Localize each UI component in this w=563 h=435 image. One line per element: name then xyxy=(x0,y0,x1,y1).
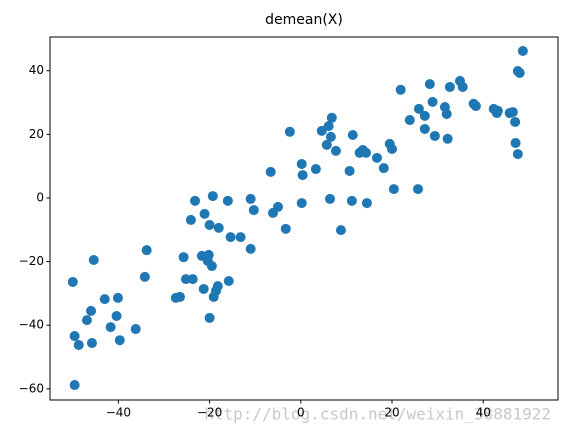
point xyxy=(86,305,97,316)
point xyxy=(444,81,455,92)
point xyxy=(265,166,276,177)
point xyxy=(427,96,438,107)
point xyxy=(273,201,284,212)
point xyxy=(424,79,435,90)
y-tick-label: 40 xyxy=(29,63,44,77)
point xyxy=(204,312,215,323)
point xyxy=(225,232,236,243)
point xyxy=(510,137,521,148)
point xyxy=(470,101,481,112)
y-tick-label: −40 xyxy=(19,318,44,332)
point xyxy=(245,193,256,204)
point xyxy=(512,149,523,160)
point xyxy=(206,261,217,272)
point xyxy=(204,220,215,231)
point xyxy=(325,131,336,142)
point xyxy=(419,110,430,121)
x-tick-label: −40 xyxy=(106,406,131,420)
point xyxy=(199,208,210,219)
point xyxy=(330,145,341,156)
point xyxy=(73,339,84,350)
point xyxy=(404,115,415,126)
point xyxy=(413,103,424,114)
point xyxy=(517,45,528,56)
point xyxy=(326,112,337,123)
point xyxy=(510,116,521,127)
y-tick-label: −60 xyxy=(19,381,44,395)
point xyxy=(187,274,198,285)
x-tick-label: 20 xyxy=(384,406,399,420)
point xyxy=(139,271,150,282)
x-tick-label: −20 xyxy=(197,406,222,420)
axes-frame xyxy=(49,36,559,401)
point xyxy=(507,107,518,118)
point xyxy=(222,195,233,206)
point xyxy=(178,252,189,263)
point xyxy=(174,291,185,302)
point xyxy=(361,147,372,158)
point xyxy=(99,294,110,305)
point xyxy=(347,129,358,140)
watermark: http://blog.csdn.net/weixin_38881922 xyxy=(204,405,551,424)
point xyxy=(185,214,196,225)
point xyxy=(492,105,503,116)
point xyxy=(81,315,92,326)
point xyxy=(442,133,453,144)
point xyxy=(335,225,346,236)
point xyxy=(361,198,372,209)
point xyxy=(69,331,80,342)
y-tick-label: 0 xyxy=(36,190,44,204)
point xyxy=(388,184,399,195)
point xyxy=(296,198,307,209)
x-tick-label: 40 xyxy=(476,406,491,420)
point xyxy=(387,143,398,154)
point xyxy=(419,123,430,134)
y-tick-label: −20 xyxy=(19,254,44,268)
point xyxy=(67,276,78,287)
point xyxy=(284,126,295,137)
point xyxy=(514,67,525,78)
point xyxy=(324,193,335,204)
point xyxy=(323,121,334,132)
point xyxy=(321,139,332,150)
point xyxy=(112,292,123,303)
point xyxy=(69,380,80,391)
point xyxy=(130,324,141,335)
y-tick-label: 20 xyxy=(29,127,44,141)
point xyxy=(212,281,223,292)
chart-title: demean(X) xyxy=(265,12,343,28)
point xyxy=(213,222,224,233)
point xyxy=(346,195,357,206)
point xyxy=(141,245,152,256)
point xyxy=(413,184,424,195)
point xyxy=(86,338,97,349)
point xyxy=(198,283,209,294)
point xyxy=(105,322,116,333)
point xyxy=(457,81,468,92)
point xyxy=(280,223,291,234)
point xyxy=(245,243,256,254)
point xyxy=(248,205,259,216)
point xyxy=(371,152,382,163)
point xyxy=(114,335,125,346)
point xyxy=(378,163,389,174)
point xyxy=(88,255,99,266)
point xyxy=(180,274,191,285)
point xyxy=(297,170,308,181)
point xyxy=(203,249,214,260)
x-tick-label: 0 xyxy=(297,406,305,420)
point xyxy=(310,164,321,175)
point xyxy=(207,191,218,202)
point xyxy=(429,130,440,141)
point xyxy=(235,232,246,243)
point xyxy=(190,195,201,206)
point xyxy=(344,165,355,176)
point xyxy=(441,108,452,119)
point xyxy=(296,158,307,169)
point xyxy=(111,311,122,322)
point xyxy=(395,84,406,95)
point xyxy=(223,276,234,287)
